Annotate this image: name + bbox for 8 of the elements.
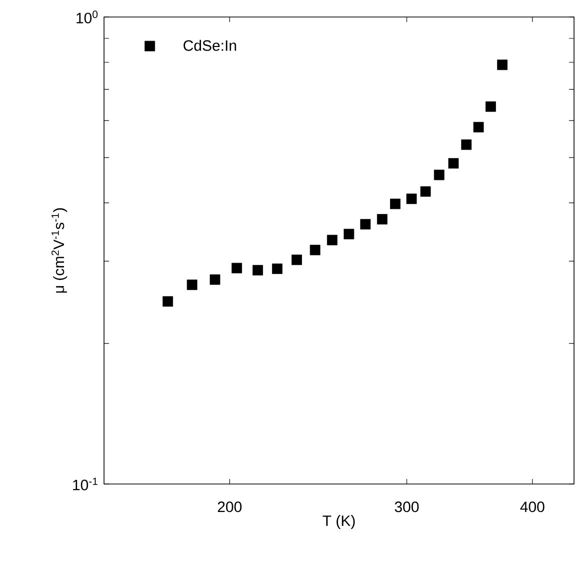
x-tick-label: 400 (520, 502, 544, 512)
x-axis-title: T (K) (322, 515, 355, 529)
y-tick-label: 10$^{0}$ (76, 10, 98, 24)
y-tick-label: 10$^{-1}$ (73, 478, 98, 490)
y-axis-title: μ (cm$^{2}$V$^{-1}$s$^{-1}$) (51, 208, 68, 293)
x-tick-label: 300 (394, 502, 419, 512)
legend-label: CdSe:In (184, 40, 236, 51)
x-tick-label: 200 (218, 502, 242, 512)
